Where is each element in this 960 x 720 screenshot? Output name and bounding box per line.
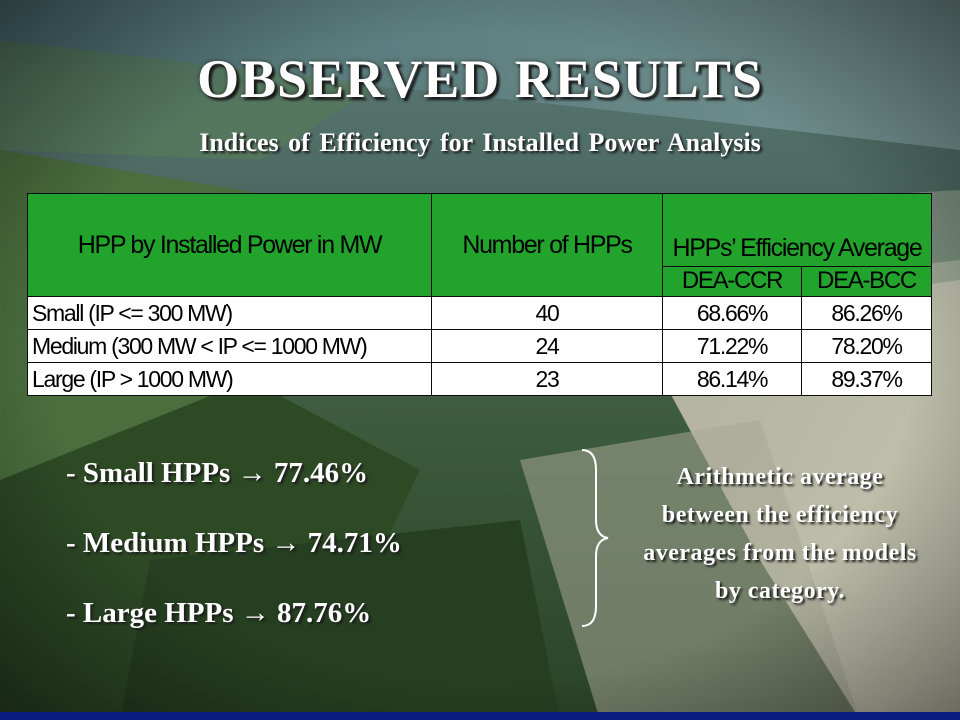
cell-count: 24: [431, 329, 663, 363]
cell-count: 40: [431, 296, 663, 330]
list-item-large: - Large HPPs → 87.76%: [66, 597, 372, 629]
cell-dea-ccr: 86.14%: [662, 362, 802, 396]
cell-dea-bcc: 78.20%: [801, 329, 932, 363]
header-efficiency: HPPs’ Efficiency Average: [662, 193, 932, 267]
category-averages-list: - Small HPPs → 77.46% - Medium HPPs → 74…: [66, 450, 402, 660]
curly-brace-icon: [581, 449, 609, 627]
header-dea-ccr: DEA-CCR: [662, 265, 802, 298]
cell-count: 23: [431, 362, 663, 396]
average-explanation-note: Arithmetic average between the efficienc…: [643, 464, 917, 604]
bottom-bar: [0, 712, 960, 720]
table-header-row: HPP by Installed Power in MW Number of H…: [27, 193, 932, 297]
header-count: Number of HPPs: [431, 193, 663, 297]
cell-category: Large (IP > 1000 MW): [27, 362, 432, 396]
header-dea-bcc: DEA-BCC: [801, 265, 932, 298]
cell-category: Medium (300 MW < IP <= 1000 MW): [27, 329, 432, 363]
table-row: Medium (300 MW < IP <= 1000 MW) 24 71.22…: [27, 329, 932, 363]
page-subtitle: Indices of Efficiency for Installed Powe…: [199, 128, 761, 157]
cell-dea-bcc: 86.26%: [801, 296, 932, 330]
efficiency-table: HPP by Installed Power in MW Number of H…: [27, 193, 932, 396]
list-item-small: - Small HPPs → 77.46%: [66, 457, 369, 489]
cell-dea-bcc: 89.37%: [801, 362, 932, 396]
header-category: HPP by Installed Power in MW: [27, 193, 432, 297]
table-row: Large (IP > 1000 MW) 23 86.14% 89.37%: [27, 362, 932, 396]
cell-dea-ccr: 71.22%: [662, 329, 802, 363]
page-title: OBSERVED RESULTS: [197, 49, 763, 109]
list-item-medium: - Medium HPPs → 74.71%: [66, 527, 402, 559]
table-subheader-row: DEA-CCR DEA-BCC: [28, 265, 932, 298]
cell-category: Small (IP <= 300 MW): [27, 296, 432, 330]
cell-dea-ccr: 68.66%: [662, 296, 802, 330]
table-row: Small (IP <= 300 MW) 40 68.66% 86.26%: [27, 296, 932, 330]
